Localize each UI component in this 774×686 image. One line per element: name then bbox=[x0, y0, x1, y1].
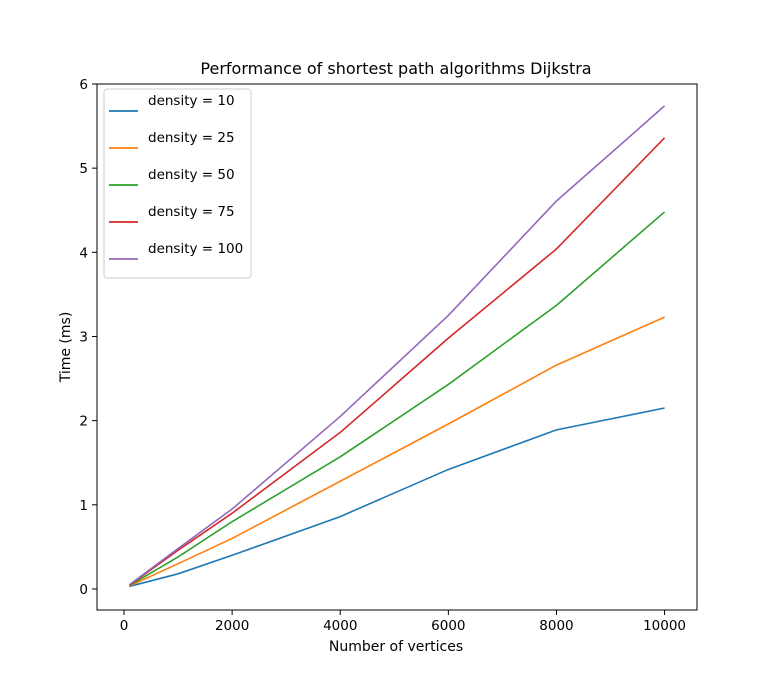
legend-box bbox=[103, 88, 252, 279]
x-tick-label: 10000 bbox=[643, 618, 686, 634]
y-tick-label: 5 bbox=[79, 161, 88, 177]
y-tick-label: 6 bbox=[79, 77, 88, 93]
legend-label-density-50: density = 50 bbox=[148, 167, 235, 183]
y-tick-label: 3 bbox=[79, 329, 88, 345]
x-tick-label: 0 bbox=[120, 618, 129, 634]
y-tick-label: 0 bbox=[79, 582, 88, 598]
legend-items: density = 10 density = 25 density = 50 dens… bbox=[109, 93, 243, 260]
y-tick-label: 4 bbox=[79, 245, 88, 261]
legend-label-density-75: density = 75 bbox=[148, 204, 235, 220]
series-line-density-50 bbox=[129, 211, 666, 587]
legend-label-density-10: density = 10 bbox=[148, 93, 235, 109]
series-line-density-25 bbox=[129, 316, 665, 587]
y-axis-label: Time (ms) bbox=[58, 312, 74, 384]
legend: density = 10 density = 25 density = 50 dens… bbox=[103, 88, 252, 279]
plot-frame bbox=[96, 83, 698, 611]
x-tick-label: 6000 bbox=[431, 618, 465, 634]
series-line-density-10 bbox=[129, 407, 665, 588]
series-line-density-100 bbox=[128, 105, 666, 586]
series-line-density-75 bbox=[128, 137, 666, 586]
legend-label-density-100: density = 100 bbox=[148, 241, 243, 257]
y-tick-label: 1 bbox=[79, 498, 88, 514]
x-tick-label: 2000 bbox=[215, 618, 249, 634]
x-axis-ticks: 0 2000 4000 6000 8000 10000 bbox=[120, 610, 686, 634]
chart-title: Performance of shortest path algorithms … bbox=[200, 59, 591, 78]
y-axis-ticks: 0 1 2 3 4 5 6 bbox=[79, 77, 97, 598]
x-tick-label: 4000 bbox=[323, 618, 357, 634]
series-group bbox=[128, 105, 666, 588]
x-tick-label: 8000 bbox=[539, 618, 573, 634]
legend-label-density-25: density = 25 bbox=[148, 130, 235, 146]
y-tick-label: 2 bbox=[79, 414, 88, 430]
plot-area: 0 2000 4000 6000 8000 10000 0 1 2 3 4 5 6 bbox=[79, 77, 698, 634]
x-axis-label: Number of vertices bbox=[329, 639, 463, 655]
